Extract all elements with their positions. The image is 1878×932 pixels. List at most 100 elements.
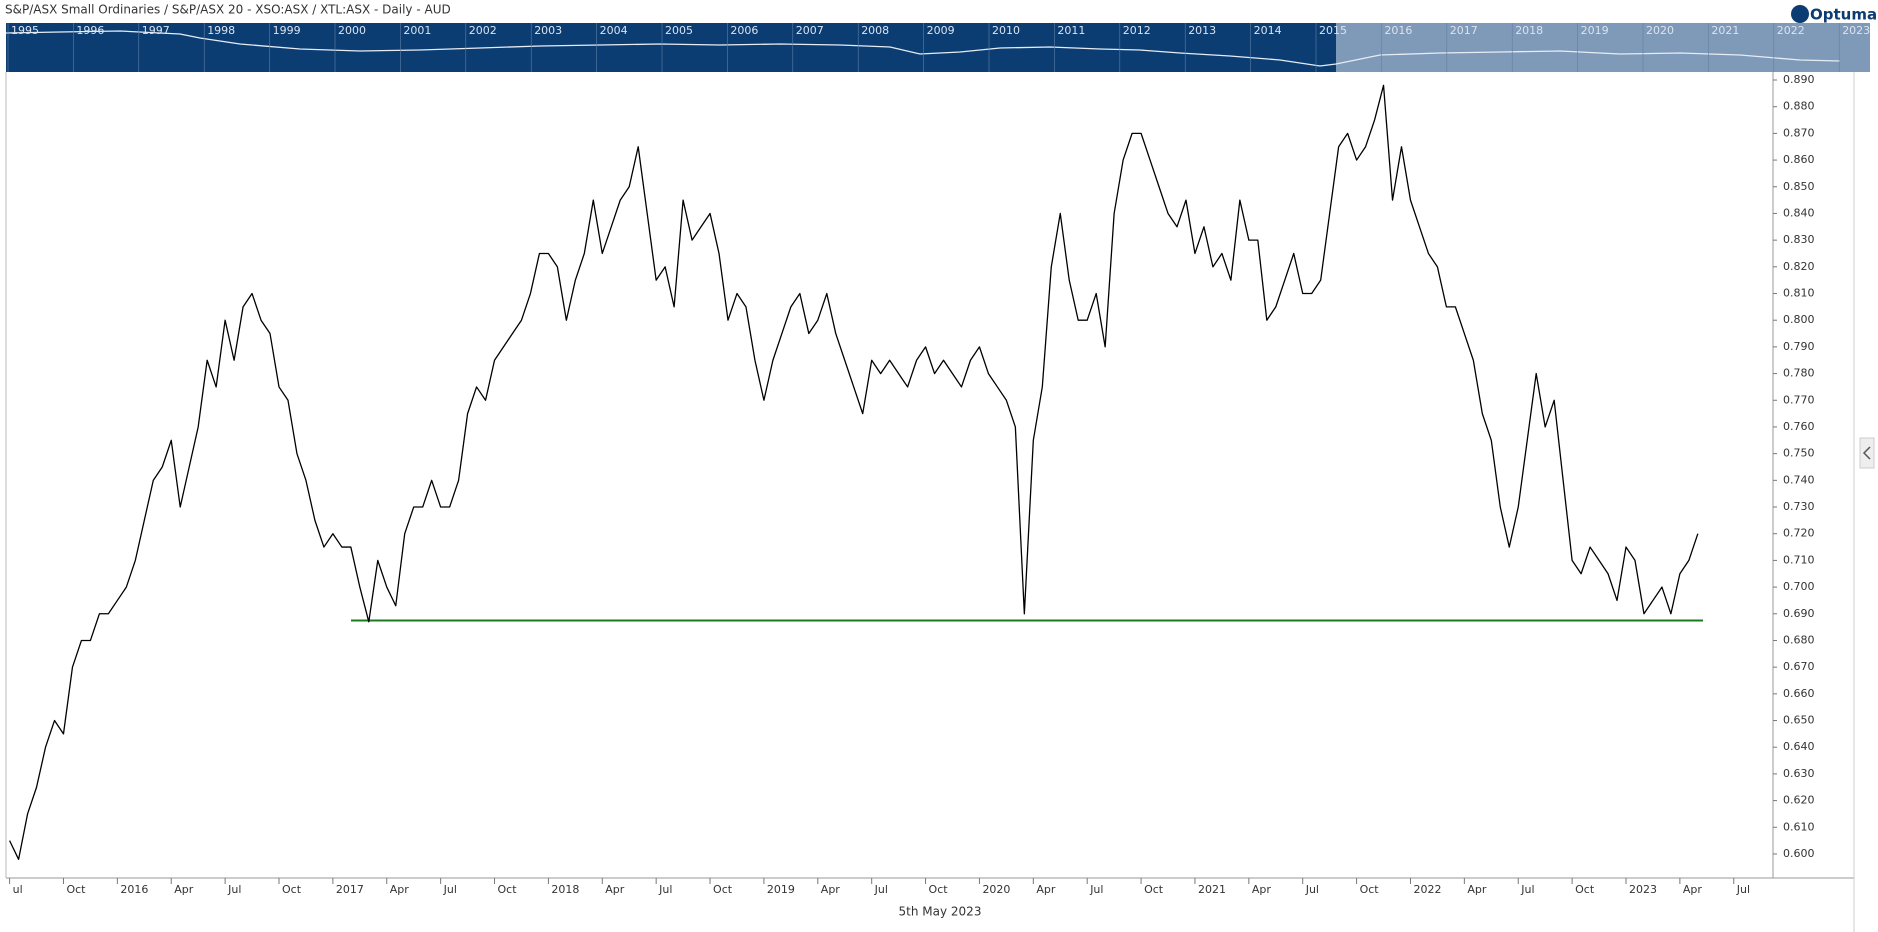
navigator-year: 2009 (927, 24, 955, 37)
y-tick-label: 0.730 (1783, 500, 1815, 513)
y-tick-label: 0.720 (1783, 527, 1815, 540)
x-tick-label: 2017 (336, 883, 364, 896)
x-tick-label: Apr (1252, 883, 1272, 896)
y-tick-label: 0.650 (1783, 714, 1815, 727)
y-tick-label: 0.600 (1783, 847, 1815, 860)
x-tick-label: Apr (1683, 883, 1703, 896)
price-line (9, 84, 1699, 860)
navigator-year: 2013 (1188, 24, 1216, 37)
x-tick-label: Jul (1305, 883, 1319, 896)
y-tick-label: 0.860 (1783, 153, 1815, 166)
x-tick-label: Oct (498, 883, 518, 896)
navigator-year: 2007 (796, 24, 824, 37)
navigator-year: 2018 (1515, 24, 1543, 37)
x-tick-label: Jul (658, 883, 672, 896)
navigator-year: 1995 (11, 24, 39, 37)
y-tick-label: 0.790 (1783, 340, 1815, 353)
navigator-year: 2008 (861, 24, 889, 37)
toggle-arrow (1862, 446, 1871, 460)
navigator-year: 2017 (1450, 24, 1478, 37)
x-tick-label: Oct (1360, 883, 1380, 896)
x-tick-label: Jul (1089, 883, 1103, 896)
y-tick-label: 0.750 (1783, 447, 1815, 460)
x-tick-label: Oct (1144, 883, 1164, 896)
navigator-year: 2012 (1123, 24, 1151, 37)
x-tick-label: Jul (1736, 883, 1750, 896)
y-tick-label: 0.890 (1783, 73, 1815, 86)
x-tick-label: Oct (713, 883, 733, 896)
side-panel-toggle[interactable] (1859, 437, 1875, 469)
x-tick-label: Apr (390, 883, 410, 896)
x-tick-label: Jul (874, 883, 888, 896)
navigator-year: 1997 (142, 24, 170, 37)
navigator-year: 2020 (1646, 24, 1674, 37)
navigator-year: 2002 (469, 24, 497, 37)
y-tick-label: 0.800 (1783, 313, 1815, 326)
x-tick-label: Jul (227, 883, 241, 896)
y-tick-label: 0.740 (1783, 473, 1815, 486)
x-tick-label: Apr (1036, 883, 1056, 896)
x-tick-label: Apr (821, 883, 841, 896)
y-tick-label: 0.690 (1783, 607, 1815, 620)
x-tick-label: 2016 (120, 883, 148, 896)
navigator-window[interactable] (1336, 23, 1870, 72)
y-tick-label: 0.610 (1783, 820, 1815, 833)
y-tick-label: 0.840 (1783, 206, 1815, 219)
navigator-year: 2010 (992, 24, 1020, 37)
y-tick-label: 0.810 (1783, 287, 1815, 300)
navigator-year: 2004 (600, 24, 628, 37)
x-tick-label: Jul (443, 883, 457, 896)
x-tick-label: ul (13, 883, 23, 896)
x-tick-label: 2018 (551, 883, 579, 896)
navigator-line (5, 30, 1841, 67)
navigator-year: 2005 (665, 24, 693, 37)
x-tick-label: Oct (66, 883, 86, 896)
navigator-year: 2021 (1711, 24, 1739, 37)
x-tick-label: Apr (605, 883, 625, 896)
navigator-year: 2015 (1319, 24, 1347, 37)
navigator-year: 2023 (1842, 24, 1870, 37)
x-tick-label: Apr (1467, 883, 1487, 896)
navigator-year: 2003 (534, 24, 562, 37)
navigator-year: 2000 (338, 24, 366, 37)
date-label: 5th May 2023 (899, 905, 982, 919)
navigator-past (6, 23, 1336, 72)
y-tick-label: 0.780 (1783, 367, 1815, 380)
x-tick-label: Jul (1520, 883, 1534, 896)
navigator-year: 2022 (1777, 24, 1805, 37)
x-tick-label: 2022 (1413, 883, 1441, 896)
logo-mark (1791, 5, 1809, 23)
x-tick-label: 2019 (767, 883, 795, 896)
x-tick-label: Apr (174, 883, 194, 896)
y-tick-label: 0.770 (1783, 393, 1815, 406)
chart-title: S&P/ASX Small Ordinaries / S&P/ASX 20 - … (5, 3, 451, 17)
x-tick-label: 2021 (1198, 883, 1226, 896)
y-tick-label: 0.760 (1783, 420, 1815, 433)
y-tick-label: 0.710 (1783, 553, 1815, 566)
navigator-year: 2001 (403, 24, 431, 37)
x-tick-label: Oct (1575, 883, 1595, 896)
y-tick-label: 0.670 (1783, 660, 1815, 673)
navigator-year: 2006 (730, 24, 758, 37)
navigator-year: 1998 (207, 24, 235, 37)
logo-text: Optuma (1810, 6, 1877, 24)
navigator-year: 2019 (1581, 24, 1609, 37)
navigator-year: 2011 (1057, 24, 1085, 37)
navigator-year: 1996 (76, 24, 104, 37)
navigator-year: 2014 (1254, 24, 1282, 37)
y-tick-label: 0.660 (1783, 687, 1815, 700)
navigator-year: 2016 (1384, 24, 1412, 37)
y-tick-label: 0.830 (1783, 233, 1815, 246)
y-tick-label: 0.640 (1783, 740, 1815, 753)
x-tick-label: 2023 (1629, 883, 1657, 896)
y-tick-label: 0.620 (1783, 794, 1815, 807)
y-tick-label: 0.630 (1783, 767, 1815, 780)
y-tick-label: 0.700 (1783, 580, 1815, 593)
y-tick-label: 0.880 (1783, 100, 1815, 113)
x-tick-label: 2020 (982, 883, 1010, 896)
x-tick-label: Oct (282, 883, 302, 896)
navigator-logo: Optuma (1791, 5, 1877, 24)
